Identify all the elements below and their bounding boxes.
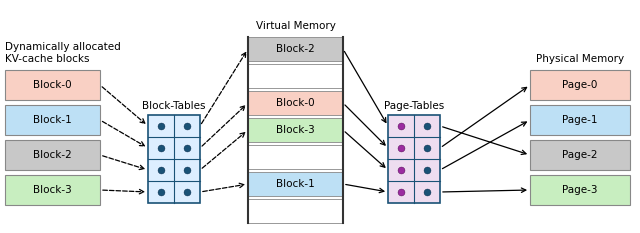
- Bar: [530, 140, 630, 170]
- Text: Block-0: Block-0: [33, 80, 72, 90]
- Bar: [5, 175, 100, 205]
- Bar: [5, 140, 100, 170]
- Bar: [5, 70, 100, 100]
- Text: Block-3: Block-3: [33, 185, 72, 195]
- Text: Page-1: Page-1: [563, 115, 598, 125]
- Bar: [248, 118, 343, 142]
- Bar: [248, 145, 343, 169]
- Bar: [248, 199, 343, 223]
- Text: Page-3: Page-3: [563, 185, 598, 195]
- Bar: [148, 115, 200, 203]
- Text: Page-0: Page-0: [563, 80, 598, 90]
- Bar: [388, 115, 440, 203]
- Bar: [530, 105, 630, 135]
- Text: Physical Memory: Physical Memory: [536, 54, 624, 64]
- Text: Block-0: Block-0: [276, 98, 315, 108]
- Bar: [248, 91, 343, 115]
- Text: Block-2: Block-2: [33, 150, 72, 160]
- Text: Block-1: Block-1: [33, 115, 72, 125]
- Bar: [248, 172, 343, 196]
- Text: Block-2: Block-2: [276, 44, 315, 54]
- Bar: [248, 64, 343, 88]
- Text: Page-Tables: Page-Tables: [384, 101, 444, 111]
- Bar: [530, 175, 630, 205]
- Text: Page-2: Page-2: [563, 150, 598, 160]
- Text: Block-1: Block-1: [276, 179, 315, 189]
- Bar: [530, 70, 630, 100]
- Text: Virtual Memory: Virtual Memory: [255, 21, 335, 31]
- Text: Dynamically allocated
KV-cache blocks: Dynamically allocated KV-cache blocks: [5, 42, 121, 64]
- Text: Block-Tables: Block-Tables: [142, 101, 205, 111]
- Bar: [5, 105, 100, 135]
- Bar: [248, 37, 343, 61]
- Text: Block-3: Block-3: [276, 125, 315, 135]
